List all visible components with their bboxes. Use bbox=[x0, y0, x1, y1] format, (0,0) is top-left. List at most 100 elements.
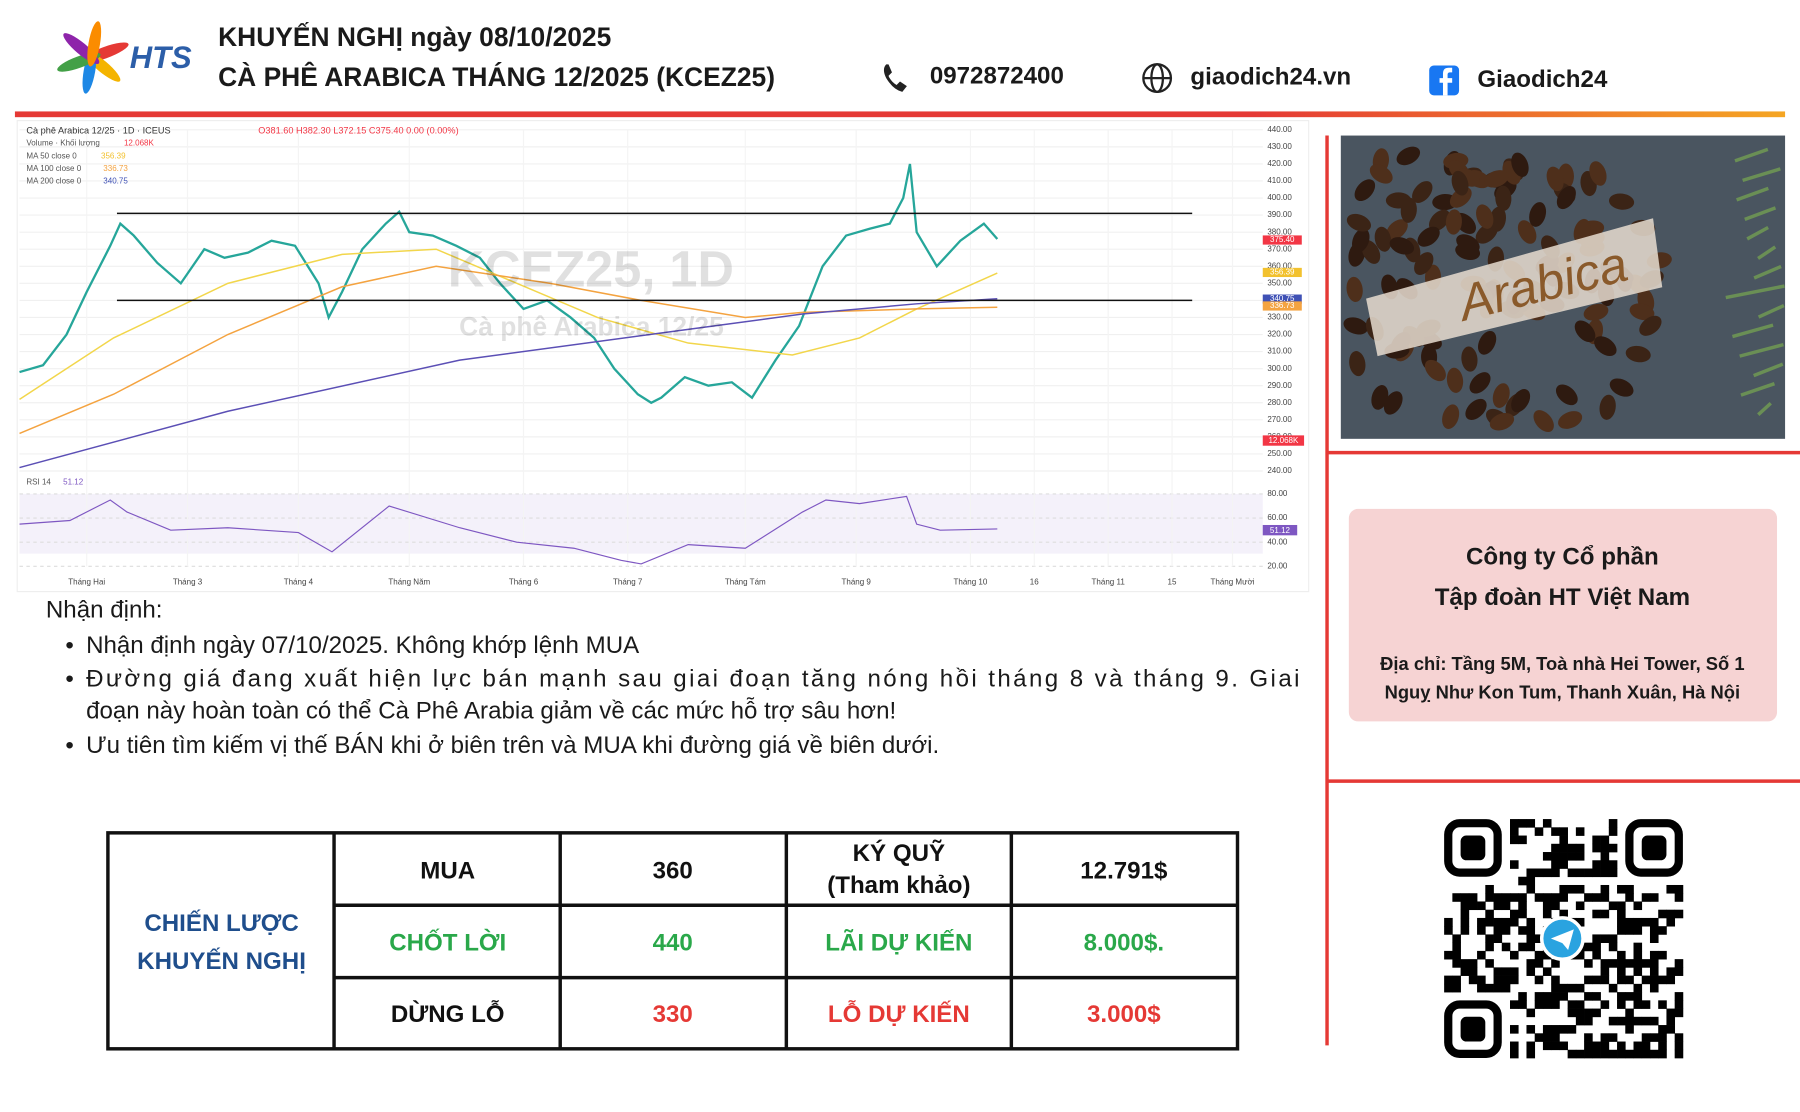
qr-module bbox=[1649, 959, 1659, 968]
qr-module bbox=[1468, 959, 1478, 968]
sprig bbox=[1731, 323, 1774, 339]
bean bbox=[1608, 193, 1635, 210]
qr-module bbox=[1551, 843, 1560, 853]
qr-module bbox=[1674, 967, 1684, 976]
qr-module bbox=[1542, 868, 1552, 878]
qr-module bbox=[1608, 843, 1618, 853]
qr-module bbox=[1551, 1033, 1560, 1042]
bean bbox=[1412, 181, 1433, 203]
qr-module bbox=[1649, 967, 1659, 976]
qr-module bbox=[1542, 1025, 1552, 1034]
qr-module bbox=[1551, 992, 1560, 1001]
qr-module bbox=[1485, 884, 1494, 894]
qr-module bbox=[1658, 909, 1667, 919]
qr-module bbox=[1649, 950, 1659, 960]
qr-module bbox=[1600, 843, 1610, 853]
qr-module bbox=[1542, 852, 1552, 861]
qr-module bbox=[1567, 884, 1577, 894]
bean bbox=[1371, 385, 1389, 410]
watermark: KCEZ25, 1D bbox=[448, 241, 734, 298]
table-cell: LÃI DỰ KIẾN bbox=[825, 929, 972, 957]
bean bbox=[1343, 317, 1369, 335]
bean bbox=[1495, 185, 1512, 211]
x-tick-label: Tháng 7 bbox=[613, 578, 643, 587]
qr-module bbox=[1584, 942, 1593, 952]
qr-module bbox=[1658, 1033, 1667, 1042]
bean bbox=[1456, 234, 1480, 253]
y-tick-label: 380.00 bbox=[1267, 227, 1292, 236]
bean bbox=[1639, 315, 1662, 336]
company-box bbox=[1348, 508, 1778, 722]
qr-module bbox=[1600, 852, 1610, 861]
bean bbox=[1625, 345, 1651, 363]
qr-module bbox=[1625, 884, 1634, 894]
qr-module bbox=[1617, 1016, 1626, 1026]
qr-module bbox=[1559, 843, 1568, 853]
qr-module bbox=[1592, 868, 1601, 878]
qr-module bbox=[1510, 909, 1519, 919]
ma-line bbox=[19, 297, 998, 469]
qr-module bbox=[1584, 868, 1593, 878]
logo bbox=[57, 21, 129, 94]
qr-module bbox=[1600, 893, 1610, 902]
y-tick-label: 300.00 bbox=[1267, 364, 1292, 373]
qr-module bbox=[1534, 893, 1544, 902]
qr-module bbox=[1501, 967, 1511, 976]
bean bbox=[1465, 398, 1487, 420]
price-line bbox=[19, 163, 999, 405]
qr-module bbox=[1493, 893, 1503, 902]
qr-module bbox=[1649, 934, 1659, 944]
qr-module bbox=[1510, 1025, 1519, 1034]
qr-module bbox=[1510, 860, 1519, 869]
qr-module bbox=[1625, 959, 1634, 968]
rsi-badge bbox=[1262, 524, 1298, 536]
y-tick-label: 270.00 bbox=[1267, 415, 1292, 424]
qr-module bbox=[1608, 934, 1618, 944]
bean bbox=[1349, 351, 1366, 377]
qr-module bbox=[1567, 868, 1577, 878]
qr-module bbox=[1551, 1025, 1560, 1034]
qr-module bbox=[1592, 1041, 1601, 1051]
qr-module bbox=[1468, 975, 1478, 985]
qr-module bbox=[1493, 983, 1503, 993]
qr-module bbox=[1510, 1041, 1519, 1051]
header-rule bbox=[14, 111, 1786, 118]
qr-module bbox=[1551, 975, 1560, 985]
bullet-dot: • bbox=[65, 665, 73, 692]
qr-module bbox=[1625, 1025, 1634, 1034]
bean bbox=[1442, 404, 1460, 429]
bullet: Ưu tiên tìm kiếm vị thế BÁN khi ở biên t… bbox=[86, 732, 939, 759]
qr-module bbox=[1452, 934, 1461, 944]
qr-module bbox=[1452, 950, 1461, 960]
x-tick-label: Tháng 3 bbox=[173, 578, 203, 587]
qr-module bbox=[1633, 950, 1643, 960]
qr-module bbox=[1666, 1016, 1676, 1026]
qr-module bbox=[1674, 959, 1684, 968]
volume-badge-text: 12.068K bbox=[1268, 436, 1299, 445]
bean bbox=[1629, 303, 1655, 321]
legend: Volume · Khối lượng bbox=[26, 139, 99, 148]
table-cell: 440 bbox=[653, 930, 693, 957]
sprig bbox=[1753, 264, 1782, 280]
price-badge bbox=[1262, 294, 1302, 304]
qr-module bbox=[1666, 1008, 1676, 1018]
qr-module bbox=[1477, 926, 1486, 935]
table-grid bbox=[106, 831, 1240, 1051]
rsi-badge-text: 51.12 bbox=[1270, 526, 1291, 535]
rsi-legend: RSI 14 bbox=[26, 478, 51, 487]
qr-module bbox=[1567, 1000, 1577, 1009]
qr-module bbox=[1493, 901, 1503, 911]
qr-module bbox=[1485, 909, 1494, 919]
sprig bbox=[1742, 167, 1781, 183]
company-address: Địa chỉ: Tầng 5M, Toà nhà Hei Tower, Số … bbox=[1380, 653, 1744, 674]
qr-module bbox=[1534, 950, 1544, 960]
x-tick-label: Tháng Mười bbox=[1210, 578, 1254, 587]
qr-module bbox=[1518, 835, 1527, 845]
bean bbox=[1354, 179, 1376, 202]
qr-module bbox=[1633, 1016, 1643, 1026]
qr-module bbox=[1468, 893, 1478, 902]
qr-module bbox=[1575, 901, 1585, 911]
qr-module bbox=[1617, 884, 1626, 894]
bean bbox=[1389, 237, 1415, 255]
qr-module bbox=[1633, 992, 1643, 1001]
